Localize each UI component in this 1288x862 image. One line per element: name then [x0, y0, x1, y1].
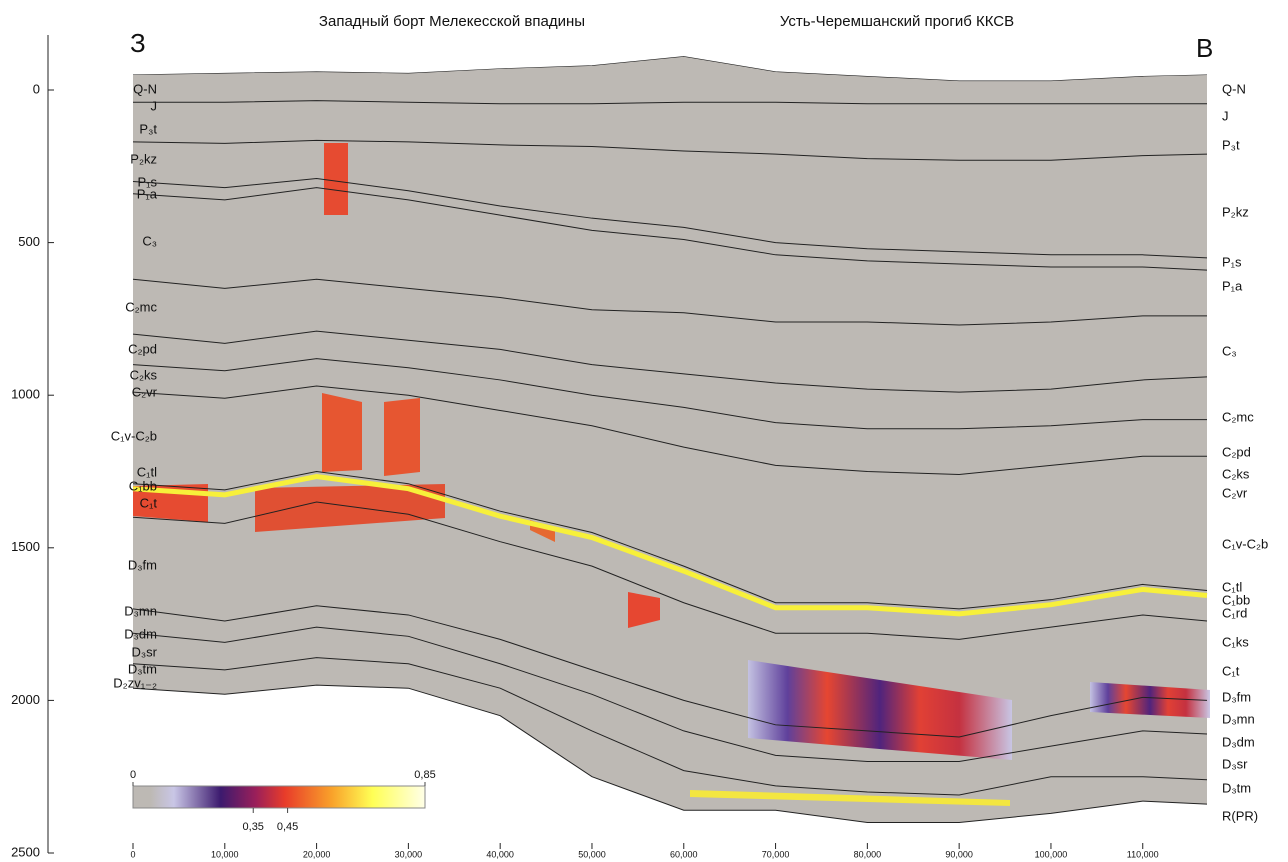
anomaly [384, 398, 420, 476]
direction-label: В [1196, 33, 1213, 63]
layer-label: C₁bb [129, 478, 157, 493]
direction-label: З [130, 28, 146, 58]
layer-label: D₃tm [128, 661, 157, 676]
layer-label: D₃tm [1222, 780, 1251, 795]
x-tick-label: 110,000 [1127, 849, 1159, 859]
layer-label: C₃ [1222, 343, 1237, 358]
layer-label: D₃sr [1222, 756, 1248, 771]
x-tick-label: 20,000 [303, 849, 331, 859]
horizon-line [132, 501, 1208, 640]
reservoir-band [132, 473, 1208, 617]
horizon-line [132, 178, 1208, 259]
layer-label: D₃mn [1222, 711, 1255, 726]
layer-label: D₃mn [124, 603, 157, 618]
colorbar-label: 0,85 [414, 769, 435, 781]
y-tick-label: 500 [18, 234, 40, 249]
horizon-line [132, 684, 1208, 823]
layer-label: P₂kz [130, 151, 157, 166]
x-tick-label: 50,000 [578, 849, 606, 859]
layer-label: C₁t [140, 495, 158, 510]
anomaly [748, 660, 1012, 760]
x-tick-label: 80,000 [854, 849, 882, 859]
layer-label: C₂pd [128, 341, 157, 356]
anomaly [628, 592, 660, 628]
layer-label: Q-N [1222, 81, 1246, 96]
layer-label: C₂mc [125, 299, 157, 314]
horizon-line [132, 358, 1207, 430]
y-tick-label: 0 [33, 81, 40, 96]
horizon-line [132, 470, 1208, 610]
x-tick-label: 40,000 [486, 849, 514, 859]
layer-label: R(PR) [1222, 808, 1258, 823]
layer-label: C₂vr [1222, 485, 1248, 500]
layer-label: C₁v-C₂b [1222, 536, 1268, 551]
y-tick-label: 2000 [11, 692, 40, 707]
section [132, 56, 1210, 823]
anomaly [255, 484, 445, 532]
horizon-line [132, 605, 1208, 738]
layer-label: C₁t [1222, 663, 1240, 678]
layer-label: P₁a [1222, 278, 1243, 293]
x-tick-label: 30,000 [395, 849, 423, 859]
horizon-line [132, 278, 1207, 326]
horizon-line [132, 330, 1208, 393]
layer-label: C₁ks [1222, 634, 1249, 649]
layer-label: D₃dm [1222, 734, 1255, 749]
layer-label: C₁tl [1222, 579, 1242, 594]
y-tick-label: 2500 [11, 844, 40, 859]
region-title: Западный борт Мелекесской впадины [319, 13, 585, 30]
anomaly [690, 790, 1010, 806]
horizon-line [132, 139, 1208, 161]
x-tick-label: 90,000 [945, 849, 973, 859]
layer-label: D₃fm [1222, 689, 1251, 704]
layer-label: P₁s [1222, 254, 1242, 269]
layer-label: C₂ks [1222, 466, 1250, 481]
colorbar-label: 0,35 [243, 821, 264, 833]
layer-label: P₂kz [1222, 204, 1249, 219]
horizon-line [132, 56, 1208, 82]
layer-label: D₂zv₁₋₂ [113, 675, 157, 690]
layer-label: J [1222, 108, 1229, 123]
x-tick-label: 70,000 [762, 849, 790, 859]
layer-label: Q-N [133, 81, 157, 96]
anomaly [1090, 682, 1210, 718]
layer-label: P₁a [137, 186, 158, 201]
x-tick-label: 100,000 [1035, 849, 1068, 859]
section-fill [133, 56, 1207, 823]
x-tick-label: 10,000 [211, 849, 239, 859]
layer-label: C₁v-C₂b [111, 428, 157, 443]
anomaly [324, 143, 348, 215]
layer-label: C₂ks [130, 367, 158, 382]
layer-label: C₂mc [1222, 409, 1254, 424]
layer-label: C₁rd [1222, 605, 1247, 620]
layer-label: C₂vr [132, 384, 158, 399]
colorbar [132, 785, 426, 809]
y-tick-label: 1500 [11, 539, 40, 554]
layer-label: P₃t [1222, 137, 1240, 152]
layer-label: D₃sr [131, 644, 157, 659]
layer-label: C₃ [142, 233, 157, 248]
horizon-line [132, 187, 1208, 271]
horizon-line [132, 657, 1208, 796]
layer-label: P₃t [139, 121, 157, 136]
layer-label: C₂pd [1222, 444, 1251, 459]
layer-label: D₃dm [124, 626, 157, 641]
layer-label: P₁s [137, 174, 157, 189]
horizon-line [132, 626, 1208, 762]
layer-label: C₁bb [1222, 592, 1250, 607]
y-tick-label: 1000 [11, 387, 40, 402]
horizon-line [133, 100, 1207, 105]
region-title: Усть-Черемшанский прогиб ККСВ [780, 13, 1014, 30]
anomaly [322, 393, 362, 472]
colorbar-label: 0,45 [277, 821, 298, 833]
x-tick-label: 0 [130, 849, 135, 859]
layer-label: D₃fm [128, 557, 157, 572]
layer-label: J [151, 98, 158, 113]
horizon-line [132, 385, 1207, 476]
layer-label: C₁tl [137, 464, 157, 479]
x-tick-label: 60,000 [670, 849, 698, 859]
colorbar-label: 0 [130, 769, 136, 781]
